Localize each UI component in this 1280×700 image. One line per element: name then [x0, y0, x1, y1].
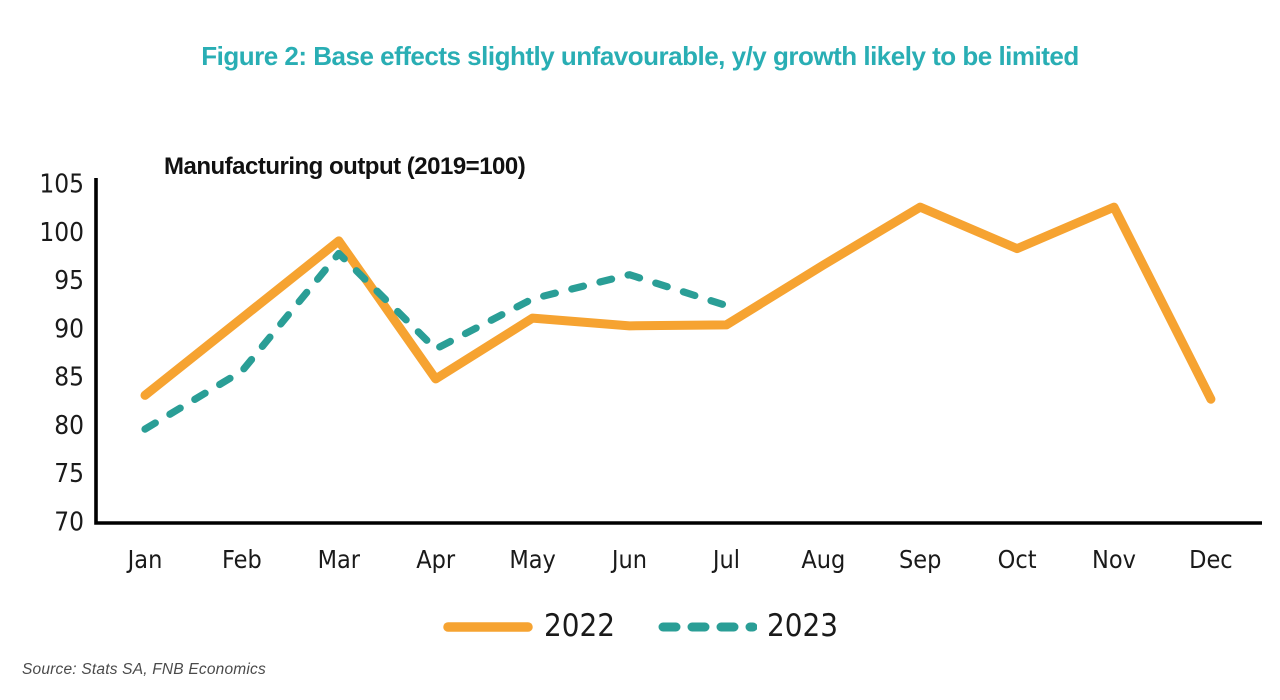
x-tick-label: Aug	[801, 545, 845, 574]
legend: 2022 2023	[0, 611, 1280, 642]
axes	[94, 178, 1262, 525]
y-tick-label: 105	[39, 170, 84, 200]
y-tick-label: 85	[54, 363, 84, 393]
y-tick-label: 80	[54, 411, 84, 441]
figure-title: Figure 2: Base effects slightly unfavour…	[201, 41, 1079, 71]
x-tick-label: Jun	[610, 545, 647, 574]
legend-label-2022: 2022	[544, 608, 615, 644]
x-tick-label: Sep	[899, 545, 941, 574]
y-tick-label: 95	[54, 266, 84, 296]
x-tick-label: Dec	[1189, 545, 1233, 574]
source-note: Source: Stats SA, FNB Economics	[22, 661, 266, 678]
x-tick-label: Jul	[711, 545, 740, 574]
chart-subtitle: Manufacturing output (2019=100)	[164, 153, 526, 180]
legend-swatch-2022	[443, 621, 533, 632]
legend-swatch-2023	[658, 622, 757, 631]
x-tick-label: Apr	[416, 545, 456, 574]
line-chart: 70 75 80 85 90 95 100 105 Jan Feb Mar Apr May Jun Jul A…	[39, 170, 1262, 574]
legend-label-2023: 2023	[767, 608, 838, 644]
series-line-2022	[140, 202, 1216, 404]
series-line-2023	[141, 249, 731, 433]
y-tick-label: 100	[39, 218, 84, 248]
x-tick-label: Feb	[222, 545, 262, 574]
x-tick-label: Oct	[998, 545, 1037, 574]
y-tick-label: 90	[54, 314, 84, 344]
x-tick-label: May	[509, 545, 556, 574]
x-tick-label: Mar	[318, 545, 361, 574]
x-tick-label: Nov	[1092, 545, 1136, 574]
x-tick-label: Jan	[126, 545, 163, 574]
y-tick-label: 75	[54, 459, 84, 489]
y-tick-label: 70	[54, 507, 84, 537]
